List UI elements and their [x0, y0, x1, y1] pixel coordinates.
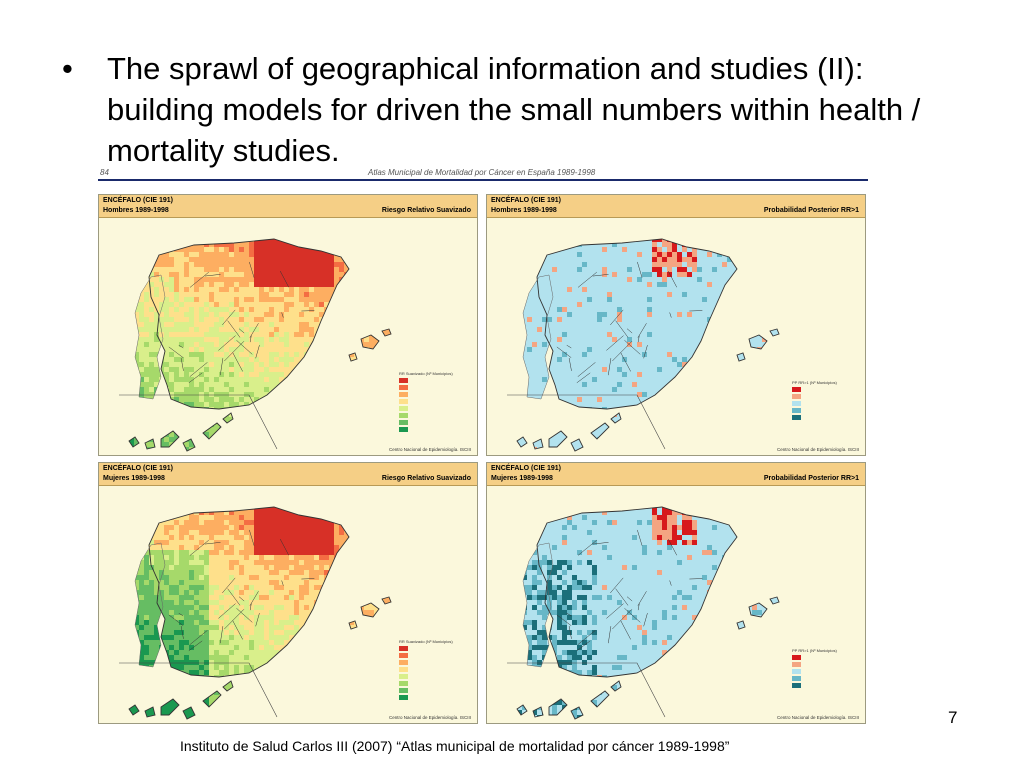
- atlas-page-number: 84: [100, 168, 109, 177]
- legend-entry: [792, 401, 854, 407]
- legend-entry: [399, 681, 461, 687]
- legend-title: RR Suavizado (Nº Municipios): [399, 371, 453, 376]
- legend-entry: [399, 406, 461, 412]
- legend-swatch: [792, 408, 801, 413]
- panel-title: ENCÉFALO (CIE 191): [491, 197, 562, 204]
- slide-page-number: 7: [948, 708, 958, 727]
- legend-entry: [792, 676, 854, 682]
- panel-hombres-pp: ENCÉFALO (CIE 191) Hombres 1989-1998 Proba…: [486, 194, 866, 456]
- panel-subtitle: Hombres 1989-1998: [103, 207, 169, 214]
- legend-entry: [792, 387, 854, 393]
- legend-entry: [399, 385, 461, 391]
- legend-swatch: [399, 695, 408, 700]
- legend-swatch: [399, 392, 408, 397]
- legend-entry: [792, 394, 854, 400]
- panel-subtitle: Hombres 1989-1998: [491, 207, 557, 214]
- panel-title: ENCÉFALO (CIE 191): [103, 465, 174, 472]
- choropleth-map: [119, 506, 392, 720]
- panel-measure: Probabilidad Posterior RR>1: [763, 475, 859, 482]
- choropleth-map: [507, 238, 780, 452]
- panel-measure: Probabilidad Posterior RR>1: [763, 207, 859, 214]
- atlas-title: Atlas Municipal de Mortalidad por Cáncer…: [368, 168, 596, 177]
- legend-entry: [792, 662, 854, 668]
- legend-swatch: [399, 681, 408, 686]
- legend-swatch: [792, 683, 801, 688]
- legend-entry: [399, 667, 461, 673]
- legend-swatch: [792, 655, 801, 660]
- legend-swatch: [399, 427, 408, 432]
- legend-entry: [792, 669, 854, 675]
- panel-header: ENCÉFALO (CIE 191) Mujeres 1989-1998 Riesg…: [99, 463, 477, 486]
- legend-entry: [792, 655, 854, 661]
- legend-swatch: [399, 399, 408, 404]
- legend-entry: [792, 408, 854, 414]
- legend-entry: [399, 660, 461, 666]
- panel-title: ENCÉFALO (CIE 191): [103, 197, 174, 204]
- panel-hombres-rr: ENCÉFALO (CIE 191) Hombres 1989-1998 Riesg…: [98, 194, 478, 456]
- legend-swatch: [399, 688, 408, 693]
- atlas-page-header: 84 Atlas Municipal de Mortalidad por Cán…: [98, 168, 868, 182]
- panel-mujeres-rr: ENCÉFALO (CIE 191) Mujeres 1989-1998 Riesg…: [98, 462, 478, 724]
- panel-credit: Centro Nacional de Epidemiología. ISCIII: [776, 447, 859, 452]
- panel-subtitle: Mujeres 1989-1998: [491, 475, 553, 482]
- panel-title: ENCÉFALO (CIE 191): [491, 465, 562, 472]
- legend-entry: [399, 399, 461, 405]
- bullet-symbol: •: [62, 51, 73, 86]
- legend-swatch: [792, 415, 801, 420]
- panel-credit: Centro Nacional de Epidemiología. ISCIII: [776, 715, 859, 720]
- choropleth-map: [119, 238, 392, 452]
- legend-swatch: [399, 660, 408, 665]
- legend-swatch: [399, 674, 408, 679]
- citation: Instituto de Salud Carlos III (2007) “At…: [180, 738, 730, 754]
- legend-swatch: [399, 385, 408, 390]
- legend-entry: [399, 378, 461, 384]
- atlas-figure: ENCÉFALO (CIE 191) Hombres 1989-1998 Riesg…: [98, 194, 868, 724]
- legend-swatch: [399, 667, 408, 672]
- legend-title: PP RR>1 (Nº Municipios): [792, 380, 837, 385]
- legend-entry: [399, 420, 461, 426]
- legend-swatch: [399, 420, 408, 425]
- legend-swatch: [399, 653, 408, 658]
- legend-swatch: [792, 401, 801, 406]
- legend-swatch: [792, 387, 801, 392]
- header-rule: [98, 179, 868, 181]
- choropleth-map: [507, 506, 780, 720]
- panel-measure: Riesgo Relativo Suavizado: [381, 207, 471, 214]
- panel-header: ENCÉFALO (CIE 191) Hombres 1989-1998 Riesg…: [99, 195, 477, 218]
- legend-swatch: [792, 394, 801, 399]
- panel-credit: Centro Nacional de Epidemiología. ISCIII: [388, 447, 471, 452]
- panel-mujeres-pp: ENCÉFALO (CIE 191) Mujeres 1989-1998 Proba…: [486, 462, 866, 724]
- legend-entry: [399, 646, 461, 652]
- legend-title: RR Suavizado (Nº Municipios): [399, 639, 453, 644]
- legend-swatch: [399, 413, 408, 418]
- panel-header: ENCÉFALO (CIE 191) Mujeres 1989-1998 Proba…: [487, 463, 865, 486]
- legend-swatch: [399, 646, 408, 651]
- legend-swatch: [399, 406, 408, 411]
- panel-credit: Centro Nacional de Epidemiología. ISCIII: [388, 715, 471, 720]
- legend-swatch: [792, 669, 801, 674]
- legend-entry: [399, 695, 461, 701]
- legend-entry: [792, 683, 854, 689]
- panel-header: ENCÉFALO (CIE 191) Hombres 1989-1998 Proba…: [487, 195, 865, 218]
- legend-title: PP RR>1 (Nº Municipios): [792, 648, 837, 653]
- legend-entry: [399, 427, 461, 433]
- panel-subtitle: Mujeres 1989-1998: [103, 475, 165, 482]
- panel-measure: Riesgo Relativo Suavizado: [381, 475, 471, 482]
- legend-swatch: [399, 378, 408, 383]
- legend-entry: [399, 653, 461, 659]
- legend-swatch: [792, 676, 801, 681]
- legend-swatch: [792, 662, 801, 667]
- legend-entry: [792, 415, 854, 421]
- legend-entry: [399, 688, 461, 694]
- legend-entry: [399, 392, 461, 398]
- legend-entry: [399, 674, 461, 680]
- legend-entry: [399, 413, 461, 419]
- bullet-text: The sprawl of geographical information a…: [107, 51, 921, 168]
